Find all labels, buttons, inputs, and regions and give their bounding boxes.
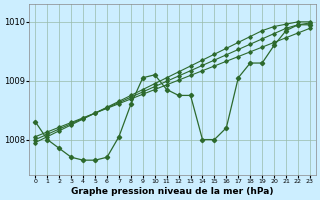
X-axis label: Graphe pression niveau de la mer (hPa): Graphe pression niveau de la mer (hPa) [71,187,274,196]
